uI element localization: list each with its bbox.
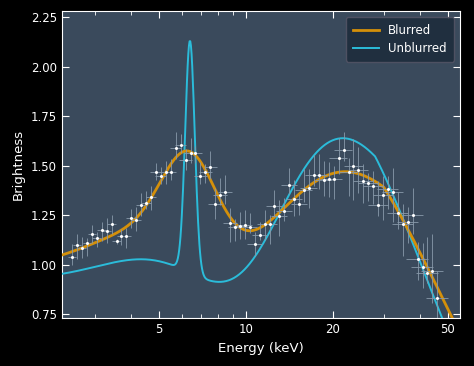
Y-axis label: Brightness: Brightness bbox=[12, 129, 25, 200]
Legend: Blurred, Unblurred: Blurred, Unblurred bbox=[346, 17, 454, 62]
X-axis label: Energy (keV): Energy (keV) bbox=[218, 342, 303, 355]
